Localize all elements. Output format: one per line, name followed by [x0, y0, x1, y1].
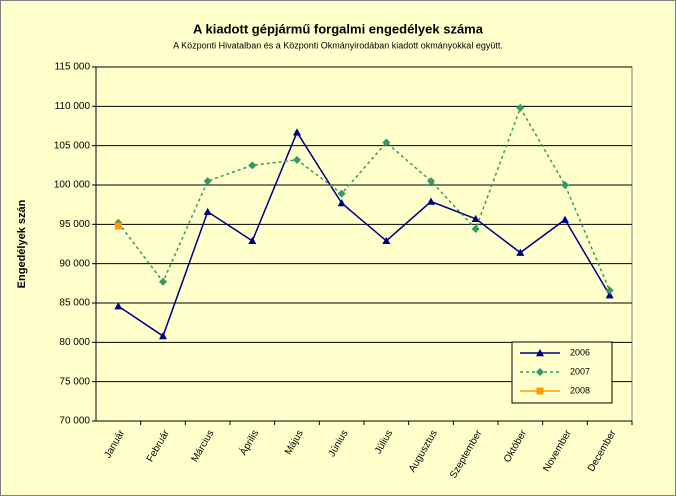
- marker: [114, 302, 123, 310]
- marker: [293, 155, 301, 164]
- legend-label: 2008: [570, 385, 590, 395]
- marker: [114, 222, 122, 230]
- marker: [293, 128, 301, 136]
- chart-title: A kiadott gépjármű forgalmi engedélyek s…: [193, 21, 484, 36]
- legend-label: 2006: [570, 347, 590, 357]
- series-line: [117, 106, 611, 291]
- y-tick-label: 110 000: [55, 101, 91, 112]
- marker: [248, 236, 257, 245]
- marker: [427, 197, 435, 205]
- marker: [605, 291, 614, 299]
- y-tick-label: 80 000: [59, 337, 90, 348]
- marker: [471, 225, 480, 234]
- y-tick-label: 70 000: [59, 416, 90, 427]
- y-tick-label: 90 000: [59, 258, 90, 269]
- marker: [159, 332, 167, 340]
- legend-marker: [536, 368, 544, 376]
- marker: [561, 215, 569, 223]
- chart-subtitle: A Központi Hivatalban és a Központi Okmá…: [173, 40, 503, 50]
- y-tick-label: 85 000: [59, 298, 90, 309]
- marker: [427, 177, 435, 186]
- legend-marker: [536, 349, 544, 357]
- marker: [382, 138, 391, 147]
- marker: [337, 189, 346, 198]
- marker: [605, 286, 614, 295]
- marker: [516, 103, 525, 112]
- y-tick-label: 105 000: [54, 140, 91, 151]
- legend-label: 2007: [570, 366, 590, 376]
- y-tick-label: 100 000: [54, 180, 91, 191]
- y-tick-label: 95 000: [59, 219, 90, 230]
- marker: [203, 177, 212, 186]
- marker: [561, 181, 569, 189]
- marker: [337, 199, 346, 207]
- y-tick-label: 75 000: [59, 376, 90, 387]
- y-tick-label: 115 000: [55, 62, 91, 73]
- marker: [516, 248, 525, 256]
- marker: [471, 214, 480, 223]
- marker: [159, 277, 167, 286]
- marker: [203, 207, 212, 215]
- y-axis-label: Engedélyek szán: [16, 199, 28, 288]
- legend-marker: [536, 387, 544, 395]
- marker: [248, 161, 257, 170]
- series-line: [117, 130, 611, 338]
- marker: [382, 236, 391, 245]
